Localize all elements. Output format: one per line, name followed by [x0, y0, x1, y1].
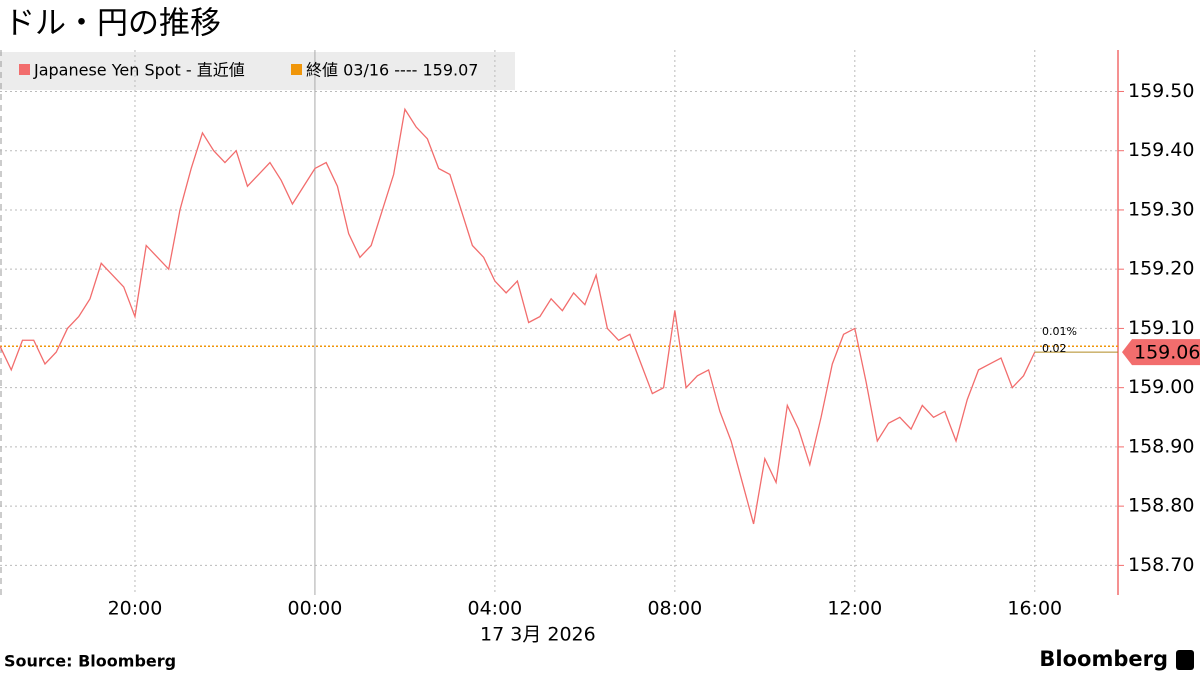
- legend-label: Japanese Yen Spot - 直近値: [33, 61, 245, 80]
- chart-title: ドル・円の推移: [4, 6, 221, 42]
- source: Source: Bloomberg: [4, 652, 176, 671]
- x-tick-label: 04:00: [468, 598, 523, 620]
- y-tick-label: 159.20: [1128, 258, 1194, 280]
- y-tick-label: 158.80: [1128, 495, 1194, 517]
- x-tick-label: 08:00: [647, 598, 702, 620]
- annotation: 0.01%: [1042, 325, 1077, 338]
- brand: Bloomberg: [1039, 647, 1168, 671]
- price-line: [0, 107, 1036, 525]
- x-tick-label: 20:00: [108, 598, 163, 620]
- y-tick-label: 159.00: [1128, 376, 1194, 398]
- brand-logo: [1176, 650, 1194, 670]
- last-value-tag: [1122, 339, 1200, 366]
- x-tick-label: 12:00: [827, 598, 882, 620]
- x-date-label: 17 3月 2026: [480, 624, 596, 646]
- last-value-label: 159.06: [1134, 342, 1200, 364]
- annotation: 0.02: [1042, 342, 1067, 355]
- legend-swatch: [19, 64, 30, 75]
- x-tick-label: 16:00: [1007, 598, 1062, 620]
- legend-swatch: [291, 64, 302, 75]
- y-tick-label: 159.30: [1128, 198, 1194, 220]
- y-tick-label: 158.70: [1128, 554, 1194, 576]
- x-tick-label: 00:00: [288, 598, 343, 620]
- y-tick-label: 159.10: [1128, 317, 1194, 339]
- y-tick-label: 158.90: [1128, 435, 1194, 457]
- y-tick-label: 159.50: [1128, 80, 1194, 102]
- legend-label: 終値 03/16 ---- 159.07: [306, 61, 478, 80]
- y-tick-label: 159.40: [1128, 139, 1194, 161]
- legend-box: [0, 52, 515, 90]
